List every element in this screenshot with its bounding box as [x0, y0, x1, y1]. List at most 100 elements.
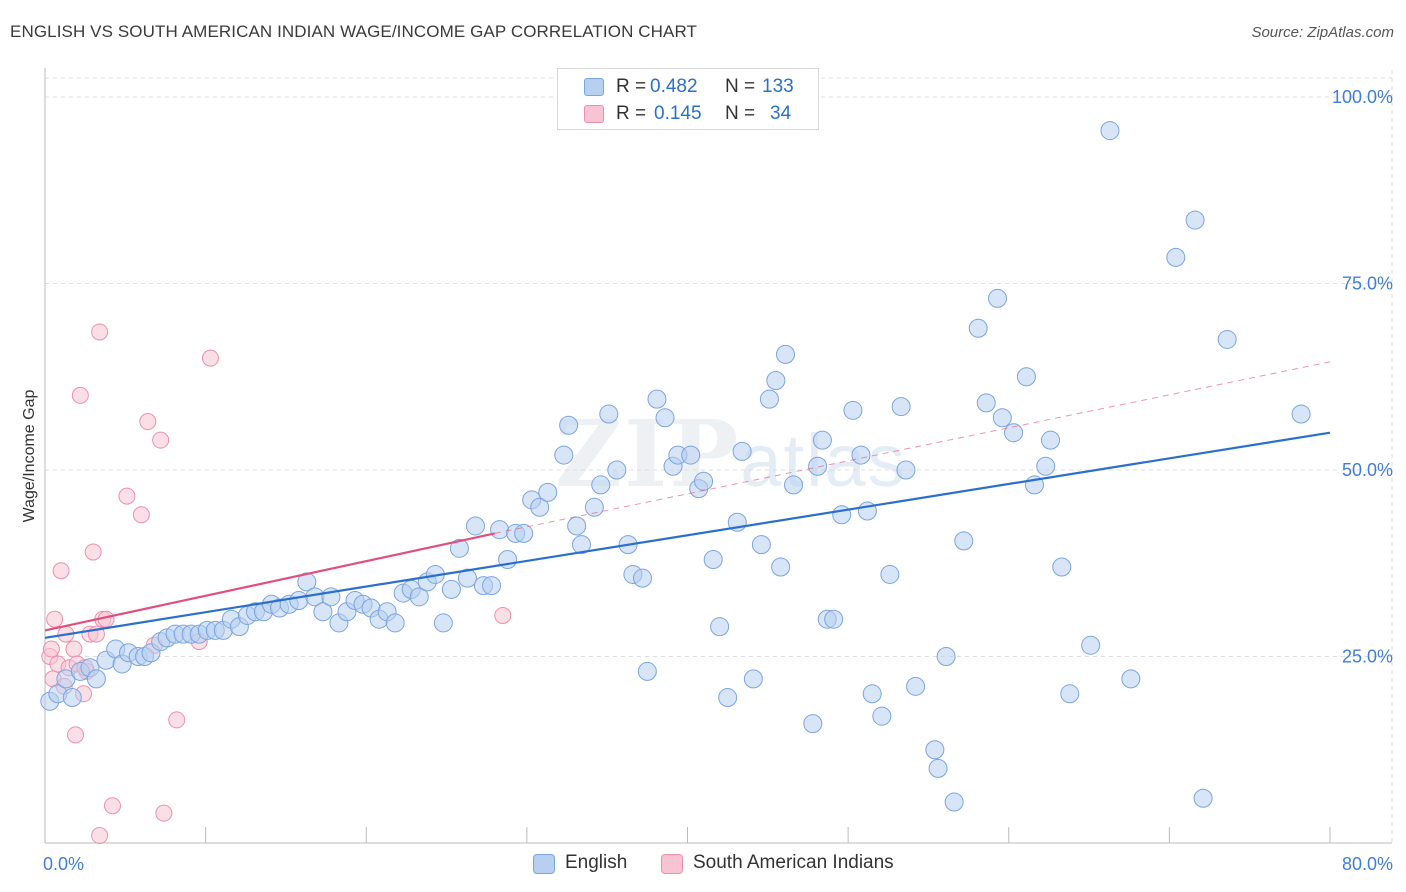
- english-point: [851, 445, 871, 465]
- english-point: [862, 684, 882, 704]
- english-point: [843, 400, 863, 420]
- bottom-english-label: English: [565, 852, 628, 873]
- sa-point: [91, 323, 109, 341]
- english-point: [771, 557, 791, 577]
- english-point: [681, 445, 701, 465]
- axes: [44, 68, 1392, 844]
- english-point: [936, 647, 956, 666]
- english-point: [766, 370, 786, 390]
- chart-title: ENGLISH VS SOUTH AMERICAN INDIAN WAGE/IN…: [10, 22, 698, 41]
- sa-point: [67, 726, 85, 744]
- english-point: [896, 460, 916, 480]
- english-point: [1060, 684, 1080, 704]
- english-point: [409, 587, 429, 607]
- english-point: [1041, 430, 1061, 450]
- english-point: [482, 576, 502, 596]
- y-tick-label: 75.0%: [1342, 274, 1393, 294]
- legend-sa-r-label: R =: [616, 103, 647, 124]
- sa-point: [91, 827, 109, 845]
- sa-point: [84, 543, 102, 561]
- english-points: [40, 121, 1311, 812]
- sa-trend-extension: [494, 361, 1331, 534]
- english-point: [571, 535, 591, 555]
- legend-english-r-value: 0.482: [650, 76, 698, 97]
- sa-point: [46, 610, 64, 628]
- english-point: [710, 617, 730, 637]
- legend-english-r-label: R =: [616, 76, 647, 97]
- english-point: [633, 568, 653, 588]
- sa-point: [139, 413, 157, 431]
- english-swatch: [584, 78, 604, 96]
- sa-point: [42, 640, 60, 658]
- sa-point: [65, 640, 83, 658]
- grid-lines: [45, 70, 1393, 843]
- english-point: [289, 591, 309, 611]
- english-point: [925, 740, 945, 760]
- sa-points: [41, 323, 512, 845]
- sa-point: [152, 431, 170, 449]
- english-point: [457, 568, 477, 588]
- y-axis-label: Wage/Income Gap: [21, 390, 38, 523]
- source-credit: Source: ZipAtlas.com: [1251, 24, 1394, 41]
- english-point: [880, 564, 900, 584]
- english-point: [718, 688, 738, 708]
- english-point: [743, 669, 763, 689]
- english-point: [567, 516, 587, 536]
- english-point: [891, 397, 911, 417]
- english-point: [1052, 557, 1072, 577]
- x-tick-label: 80.0%: [1342, 854, 1393, 874]
- english-point: [988, 288, 1008, 308]
- sa-point: [71, 386, 89, 404]
- english-point: [832, 505, 852, 525]
- english-point: [449, 538, 469, 558]
- english-point: [514, 523, 534, 543]
- english-point: [1081, 635, 1101, 655]
- english-point: [655, 408, 675, 428]
- english-point: [1291, 404, 1311, 424]
- english-point: [824, 609, 844, 629]
- legend-sa-n-label: N =: [725, 103, 756, 124]
- english-point: [732, 441, 752, 461]
- legend-sa-r-value: 0.145: [654, 103, 702, 124]
- bottom-sa-swatch: [661, 854, 683, 874]
- english-point: [872, 706, 892, 726]
- english-point: [441, 579, 461, 599]
- english-point: [812, 430, 832, 450]
- english-point: [759, 389, 779, 409]
- english-point: [968, 318, 988, 338]
- trend-lines: [44, 361, 1331, 639]
- sa-point: [494, 606, 512, 624]
- english-point: [784, 475, 804, 495]
- bottom-english-swatch: [533, 854, 555, 874]
- sa-trend-line: [44, 532, 495, 632]
- english-point: [944, 792, 964, 812]
- legend-sa-n-value: 34: [770, 103, 792, 124]
- x-tick-label: 0.0%: [43, 854, 84, 874]
- y-tick-label: 25.0%: [1342, 647, 1393, 667]
- english-point: [1016, 367, 1036, 387]
- english-point: [607, 460, 627, 480]
- legend-english-n-label: N =: [725, 76, 756, 97]
- english-point: [530, 497, 550, 517]
- english-point: [1217, 329, 1237, 349]
- english-point: [599, 404, 619, 424]
- correlation-legend: R = 0.482 N = 133 R = 0.145 N = 34: [557, 68, 819, 130]
- english-point: [584, 497, 604, 517]
- english-point: [928, 758, 948, 778]
- english-point: [976, 393, 996, 413]
- sa-point: [168, 711, 186, 729]
- sa-point: [52, 562, 70, 580]
- sa-point: [201, 349, 219, 367]
- english-point: [554, 445, 574, 465]
- sa-point: [118, 487, 136, 505]
- y-tick-label: 50.0%: [1342, 460, 1393, 480]
- sa-point: [103, 797, 121, 815]
- sa-point: [155, 804, 173, 822]
- english-point: [1100, 121, 1120, 141]
- english-point: [1166, 247, 1186, 267]
- tick-labels: 25.0% 50.0% 75.0% 100.0% 0.0% 80.0%: [43, 87, 1393, 874]
- english-point: [1193, 788, 1213, 808]
- sa-swatch: [584, 105, 604, 123]
- english-point: [906, 676, 926, 696]
- english-point: [694, 471, 714, 491]
